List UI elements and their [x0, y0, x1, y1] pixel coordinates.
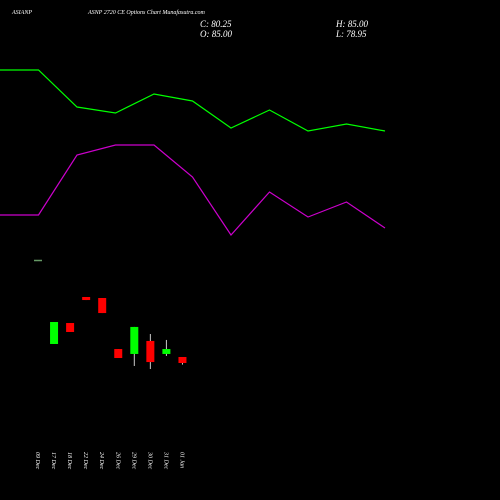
candle-body	[178, 356, 187, 363]
indicator-line	[0, 69, 386, 132]
candle-body	[114, 349, 123, 359]
close-label: C: 80.25	[200, 19, 232, 29]
candle-body	[98, 298, 107, 314]
indicator-line	[0, 144, 386, 236]
low-label: L: 78.95	[335, 29, 367, 39]
x-tick-label: 18 Dec	[66, 452, 72, 469]
candle-body	[146, 340, 155, 363]
candle-body	[66, 323, 75, 332]
x-tick-label: 30 Dec	[146, 451, 152, 469]
high-label: H: 85.00	[335, 19, 368, 29]
x-tick-label: 17 Dec	[50, 452, 56, 469]
candle-body	[162, 349, 171, 354]
symbol: ASIANP	[11, 10, 32, 16]
candle-body	[50, 322, 59, 344]
x-tick-label: 24 Dec	[98, 452, 105, 469]
open-label: O: 85.00	[200, 29, 232, 39]
candle-body	[82, 297, 91, 301]
candle-body	[130, 326, 139, 354]
x-tick-label: 01 Jan	[178, 452, 184, 468]
x-tick-label: 26 Dec	[114, 452, 120, 469]
x-tick-label: 22 Dec	[82, 452, 88, 469]
x-tick-label: 29 Dec	[130, 452, 136, 469]
x-tick-label: 09 Dec	[34, 452, 40, 469]
chart-title: ASNP 2720 CE Options Chart Munafasutra.c…	[87, 9, 206, 16]
candle-body	[34, 259, 42, 262]
x-tick-label: 31 Dec	[162, 451, 168, 469]
